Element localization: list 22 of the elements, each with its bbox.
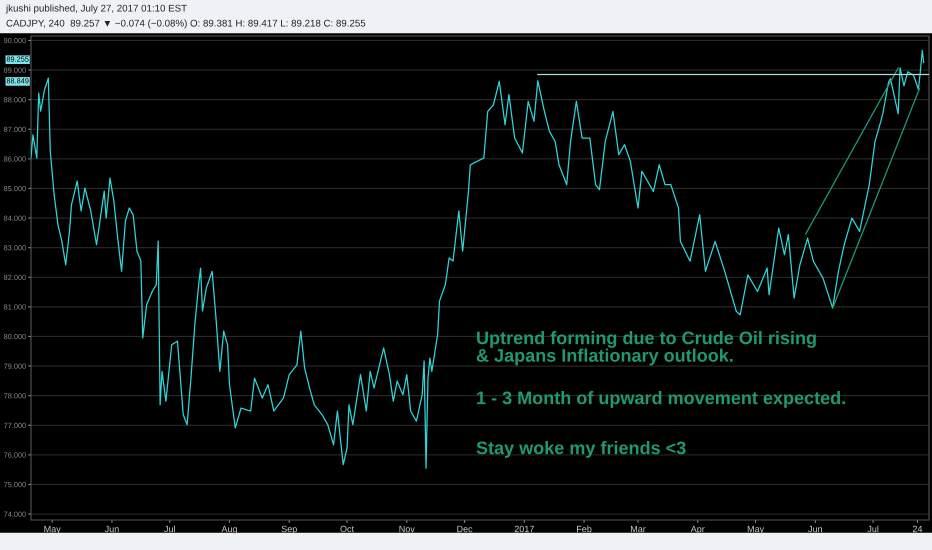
chart-title: CADJPY, 240 89.257 ▼ −0.074 (−0.08%) O: 89.381 H: 89.417 L: 89.218 C: 89.255	[6, 19, 366, 29]
x-tick-label: Nov	[399, 526, 415, 532]
annotation: Uptrend forming due to Crude Oil rising & Japans Inflationary outlook.	[476, 331, 816, 366]
x-tick-label: Apr	[690, 526, 705, 534]
annotation: Stay woke my friends <3	[476, 441, 686, 458]
x-tick-label: Mar	[630, 526, 646, 532]
line-series	[31, 50, 924, 469]
x-tick-label: Sep	[282, 526, 297, 534]
x-tick-label: 2017	[514, 526, 534, 532]
x-tick-label: Jun	[808, 526, 822, 532]
x-tick-label: May	[44, 526, 61, 534]
x-tick-label: Jun	[104, 526, 119, 532]
x-tick-label: Feb	[577, 526, 592, 532]
x-tick-label: Dec	[457, 526, 472, 532]
x-tick-label: Jul	[867, 526, 878, 532]
x-tick-label: Oct	[340, 526, 354, 532]
x-tick-label: 24	[912, 526, 922, 532]
x-tick-label: May	[748, 526, 764, 534]
x-tick-label: Jul	[164, 526, 175, 532]
x-tick-label: Aug	[221, 526, 237, 534]
text: jkushi published, July 27, 2017 01:10 EST	[6, 4, 187, 14]
annotation: 1 - 3 Month of upward movement expected.	[477, 391, 845, 408]
